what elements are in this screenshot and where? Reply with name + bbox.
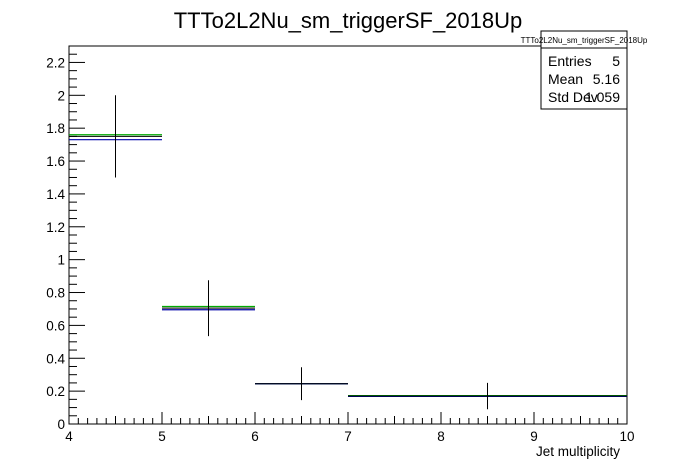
y-tick-label: 1 (57, 253, 65, 268)
y-tick-label: 0.2 (46, 384, 65, 399)
y-tick-label: 1.8 (46, 121, 65, 136)
y-tick-label: 1.6 (46, 154, 65, 169)
y-tick-label: 2 (57, 88, 65, 103)
x-tick-label: 4 (65, 429, 73, 444)
x-tick-label: 7 (344, 429, 352, 444)
x-tick-label: 6 (251, 429, 259, 444)
y-tick-label: 0 (57, 417, 65, 432)
stats-box: TTTo2L2Nu_sm_triggerSF_2018Up Entries 5 … (521, 30, 648, 110)
y-tick-label: 0.8 (46, 286, 65, 301)
stats-entries-value: 5 (612, 53, 620, 69)
y-tick-label: 1.2 (46, 220, 65, 235)
chart-title: TTTo2L2Nu_sm_triggerSF_2018Up (174, 8, 523, 33)
y-tick-label: 0.6 (46, 318, 65, 333)
stats-mean-value: 5.16 (593, 71, 620, 87)
y-tick-label: 2.2 (46, 55, 65, 70)
stats-stddev-value: 1.059 (585, 89, 620, 105)
stats-mean-label: Mean (548, 71, 583, 87)
y-tick-label: 0.4 (46, 351, 65, 366)
x-tick-label: 5 (158, 429, 166, 444)
y-tick-label: 1.4 (46, 187, 65, 202)
stats-stddev-label: Std Dev (548, 89, 598, 105)
x-tick-label: 8 (437, 429, 445, 444)
stats-box-frame (540, 30, 628, 110)
x-tick-label: 10 (619, 429, 634, 444)
x-tick-label: 9 (530, 429, 538, 444)
stats-entries-label: Entries (548, 53, 592, 69)
x-axis-label: Jet multiplicity (536, 444, 620, 459)
stats-box-title: TTTo2L2Nu_sm_triggerSF_2018Up (521, 36, 648, 45)
